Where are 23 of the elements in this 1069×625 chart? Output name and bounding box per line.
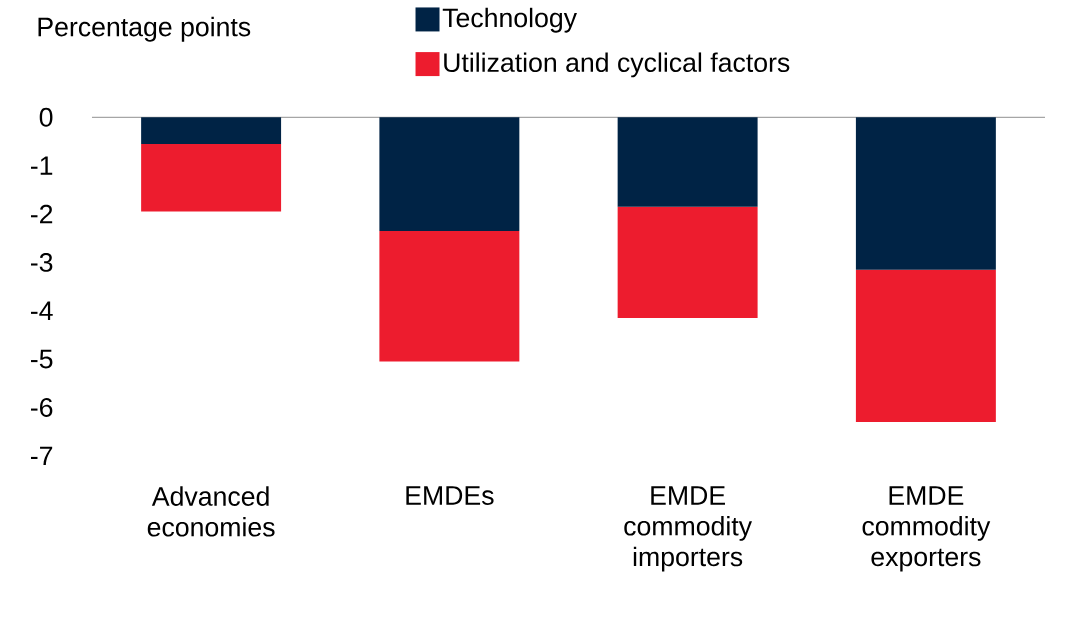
- y-tick-label: -2: [30, 204, 53, 224]
- y-axis-title: Percentage points: [38, 16, 251, 42]
- bar: [379, 117, 520, 232]
- y-tick-label: -3: [30, 253, 53, 272]
- legend-label: Technology: [442, 7, 577, 33]
- y-tick-label: -4: [30, 301, 53, 321]
- y-tick-label: 0: [39, 107, 53, 127]
- bar: [141, 117, 282, 144]
- y-tick-label: -7: [30, 446, 53, 466]
- x-tick-label: Advanced economies: [147, 486, 275, 537]
- x-tick-label: EMDE commodity exporters: [862, 486, 991, 572]
- legend-label: Utilization and cyclical factors: [444, 52, 790, 78]
- bar: [379, 231, 520, 362]
- x-tick-label: EMDEs: [406, 486, 494, 506]
- bar: [855, 269, 996, 423]
- bar: [617, 206, 758, 319]
- bar: [141, 143, 282, 212]
- y-tick-label: -6: [30, 398, 53, 418]
- x-tick-label: EMDE commodity importers: [624, 486, 752, 572]
- bar: [617, 117, 758, 207]
- y-tick-label: -1: [30, 156, 53, 175]
- bar: [855, 117, 996, 270]
- y-tick-label: -5: [30, 349, 53, 369]
